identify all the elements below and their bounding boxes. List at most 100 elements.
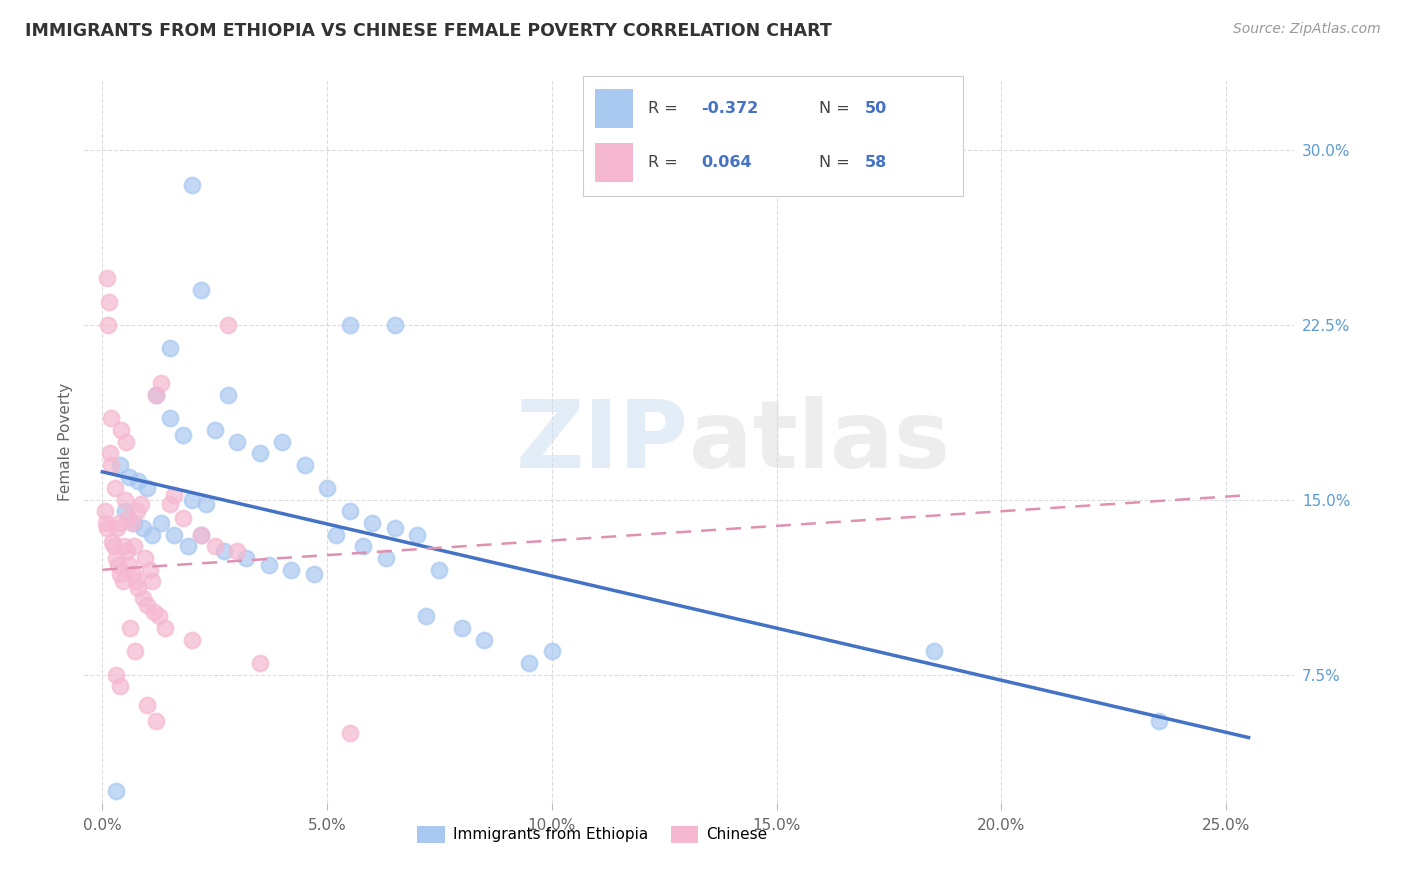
Point bbox=[519, 656, 541, 670]
Text: 0.064: 0.064 bbox=[702, 155, 752, 170]
Point bbox=[339, 504, 361, 518]
Point bbox=[134, 551, 156, 566]
Point bbox=[94, 516, 117, 530]
Point bbox=[384, 318, 406, 332]
Point bbox=[127, 504, 149, 518]
Point bbox=[159, 341, 181, 355]
Point bbox=[339, 726, 361, 740]
Point bbox=[159, 411, 181, 425]
Point bbox=[540, 644, 562, 658]
Point bbox=[136, 481, 159, 495]
Point bbox=[406, 528, 429, 542]
Point bbox=[148, 609, 170, 624]
Point bbox=[110, 679, 132, 693]
Point bbox=[415, 609, 437, 624]
Point bbox=[107, 558, 129, 572]
Point bbox=[212, 544, 235, 558]
Legend: Immigrants from Ethiopia, Chinese: Immigrants from Ethiopia, Chinese bbox=[412, 820, 773, 849]
Point bbox=[163, 528, 186, 542]
Y-axis label: Female Poverty: Female Poverty bbox=[58, 383, 73, 500]
Point bbox=[110, 423, 132, 437]
Point bbox=[114, 504, 136, 518]
Point bbox=[429, 563, 451, 577]
Point bbox=[194, 498, 217, 512]
Point bbox=[143, 605, 166, 619]
Point bbox=[922, 644, 945, 658]
Point bbox=[114, 434, 136, 449]
Text: R =: R = bbox=[648, 101, 683, 116]
Point bbox=[145, 714, 167, 729]
Point bbox=[257, 558, 280, 572]
Point bbox=[163, 488, 186, 502]
Point bbox=[104, 481, 127, 495]
Point bbox=[235, 551, 257, 566]
Point bbox=[110, 567, 132, 582]
Point bbox=[127, 474, 149, 488]
Point bbox=[100, 411, 122, 425]
Point bbox=[104, 551, 127, 566]
Point bbox=[125, 574, 148, 589]
Text: ZIP: ZIP bbox=[516, 395, 689, 488]
Point bbox=[127, 582, 149, 596]
Text: atlas: atlas bbox=[689, 395, 950, 488]
Text: Source: ZipAtlas.com: Source: ZipAtlas.com bbox=[1233, 22, 1381, 37]
Point bbox=[145, 388, 167, 402]
Point bbox=[132, 521, 155, 535]
Point bbox=[132, 591, 155, 605]
Point bbox=[141, 528, 163, 542]
Point bbox=[108, 516, 131, 530]
Point bbox=[122, 567, 145, 582]
Point bbox=[190, 528, 212, 542]
Point bbox=[177, 540, 200, 554]
Point bbox=[101, 534, 124, 549]
Point bbox=[226, 434, 249, 449]
Point bbox=[110, 458, 132, 472]
Point bbox=[138, 563, 160, 577]
Point bbox=[120, 621, 142, 635]
Point bbox=[316, 481, 339, 495]
Point bbox=[104, 667, 127, 681]
Point bbox=[181, 178, 204, 193]
FancyBboxPatch shape bbox=[595, 144, 633, 182]
Text: 50: 50 bbox=[865, 101, 887, 116]
Text: 58: 58 bbox=[865, 155, 887, 170]
Point bbox=[124, 644, 146, 658]
Point bbox=[294, 458, 316, 472]
Text: IMMIGRANTS FROM ETHIOPIA VS CHINESE FEMALE POVERTY CORRELATION CHART: IMMIGRANTS FROM ETHIOPIA VS CHINESE FEMA… bbox=[25, 22, 832, 40]
Point bbox=[204, 540, 226, 554]
Point bbox=[384, 521, 406, 535]
Point bbox=[103, 540, 125, 554]
Point bbox=[118, 469, 141, 483]
Point bbox=[181, 492, 204, 507]
Point bbox=[145, 388, 167, 402]
Point bbox=[181, 632, 204, 647]
Point bbox=[100, 458, 122, 472]
Point bbox=[96, 271, 118, 285]
Point bbox=[217, 318, 239, 332]
Point bbox=[474, 632, 496, 647]
Point bbox=[149, 516, 172, 530]
Point bbox=[118, 558, 141, 572]
Point bbox=[105, 521, 128, 535]
Point bbox=[129, 498, 152, 512]
Point bbox=[136, 598, 159, 612]
Point bbox=[271, 434, 294, 449]
Point bbox=[122, 540, 145, 554]
Point bbox=[117, 511, 139, 525]
Point bbox=[141, 574, 163, 589]
Point bbox=[104, 784, 127, 798]
Point bbox=[352, 540, 374, 554]
Text: -0.372: -0.372 bbox=[702, 101, 758, 116]
Point bbox=[155, 621, 177, 635]
Point bbox=[226, 544, 249, 558]
Point bbox=[361, 516, 384, 530]
Point bbox=[339, 318, 361, 332]
Point bbox=[190, 528, 212, 542]
Point bbox=[100, 446, 122, 460]
Point bbox=[121, 516, 143, 530]
Point bbox=[149, 376, 172, 391]
Point bbox=[98, 294, 121, 309]
Text: R =: R = bbox=[648, 155, 683, 170]
Point bbox=[1147, 714, 1170, 729]
Text: N =: N = bbox=[818, 155, 855, 170]
